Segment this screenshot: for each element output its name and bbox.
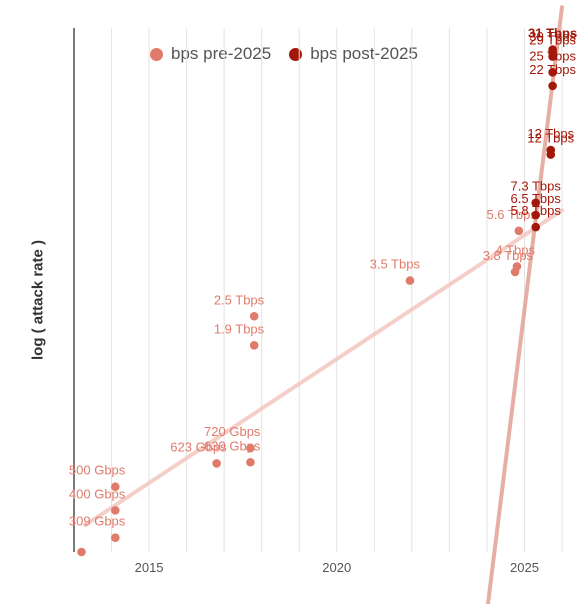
data-point-post-0 bbox=[531, 222, 541, 232]
data-label-post-9: 31 Tbps bbox=[528, 26, 577, 41]
x-tick-label-2025: 2025 bbox=[510, 560, 539, 575]
data-label-pre-11: 4 Tbps bbox=[495, 242, 535, 257]
data-point-pre-1 bbox=[110, 533, 120, 543]
data-point-post-1 bbox=[531, 210, 541, 220]
data-label-pre-9: 3.5 Tbps bbox=[370, 257, 421, 272]
data-point-pre-3 bbox=[110, 482, 120, 492]
trendline-pre-2025 bbox=[83, 208, 564, 528]
data-label-post-2: 7.3 Tbps bbox=[511, 179, 562, 194]
x-tick-label-2020: 2020 bbox=[322, 560, 351, 575]
legend-item-pre-2025[interactable]: bps pre-2025 bbox=[150, 44, 271, 64]
data-label-post-7: 29 Tbps bbox=[529, 33, 576, 48]
data-point-pre-9 bbox=[405, 276, 415, 285]
data-point-pre-6 bbox=[246, 443, 255, 453]
data-point-pre-11 bbox=[512, 262, 522, 271]
data-point-pre-8 bbox=[249, 311, 259, 321]
trendline-post-2025 bbox=[485, 5, 564, 604]
legend-label-pre-2025: bps pre-2025 bbox=[171, 44, 272, 63]
data-label-pre-3: 500 Gbps bbox=[69, 463, 126, 478]
data-point-post-4 bbox=[546, 145, 556, 155]
data-label-post-0: 5.8 Tbps bbox=[511, 203, 562, 218]
data-label-post-4: 12 Tbps bbox=[527, 126, 574, 141]
data-point-pre-4 bbox=[212, 459, 221, 468]
data-label-post-8: 30 Tbps bbox=[529, 29, 576, 44]
data-point-post-9 bbox=[548, 45, 557, 54]
data-label-pre-7: 1.9 Tbps bbox=[214, 321, 265, 336]
data-point-post-5 bbox=[548, 81, 557, 91]
data-point-pre-0 bbox=[77, 547, 86, 557]
data-label-pre-6: 720 Gbps bbox=[204, 424, 261, 439]
legend-marker-pre-2025 bbox=[150, 47, 163, 61]
data-label-pre-8: 2.5 Tbps bbox=[214, 292, 265, 307]
data-label-pre-1: 309 Gbps bbox=[69, 514, 126, 529]
data-label-pre-10: 3.8 Tbps bbox=[483, 248, 534, 263]
data-point-pre-2 bbox=[110, 506, 120, 515]
data-point-post-2 bbox=[531, 198, 541, 208]
x-tick-label-2015: 2015 bbox=[135, 560, 164, 575]
data-label-pre-12: 5.6 Tbps bbox=[486, 207, 537, 222]
data-point-pre-5 bbox=[246, 457, 255, 467]
data-point-pre-7 bbox=[249, 341, 259, 350]
data-label-pre-2: 400 Gbps bbox=[69, 486, 126, 501]
data-point-pre-12 bbox=[514, 226, 524, 236]
data-label-pre-4: 623 Gbps bbox=[170, 439, 227, 454]
data-label-post-3: 12 Tbps bbox=[527, 131, 574, 146]
data-point-post-6 bbox=[548, 68, 557, 77]
